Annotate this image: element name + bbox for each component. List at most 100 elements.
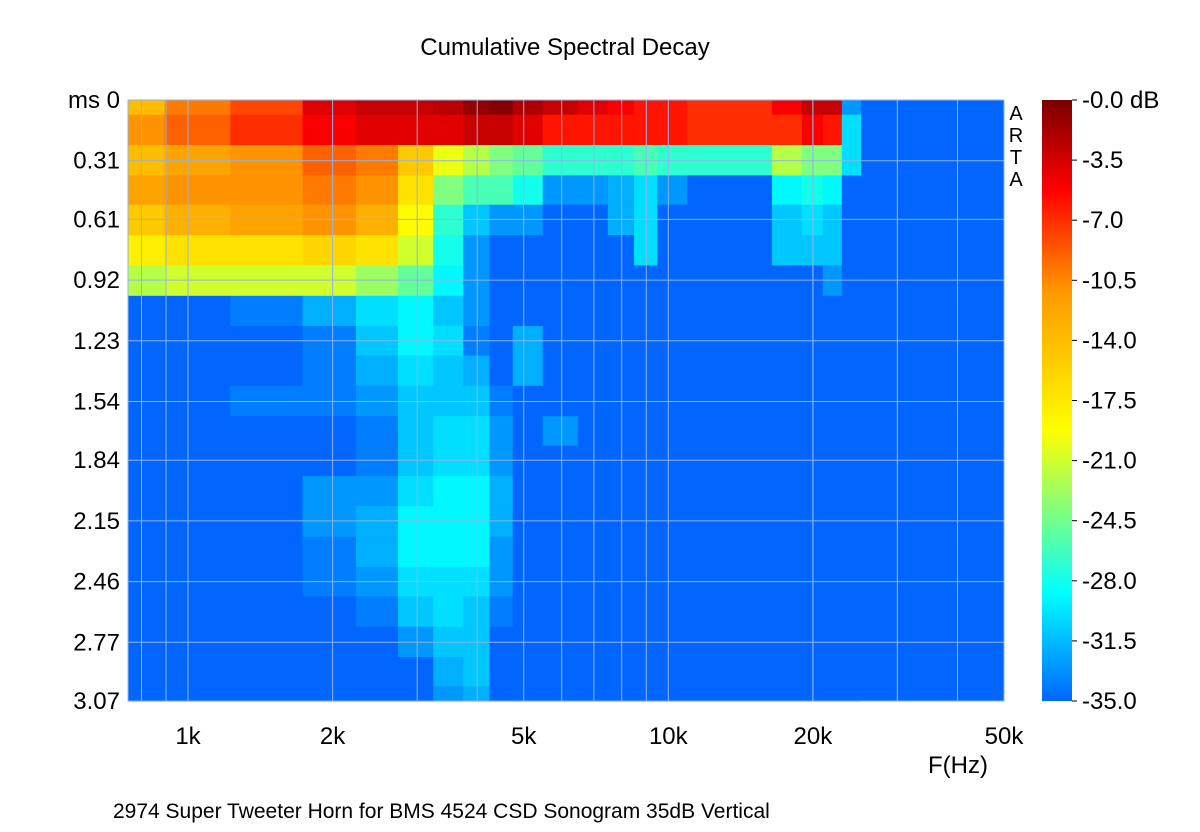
heatmap-cell bbox=[355, 475, 399, 507]
heatmap-cell bbox=[841, 657, 862, 687]
colorbar-label: -28.0 bbox=[1082, 568, 1137, 595]
heatmap-cell bbox=[657, 265, 688, 297]
heatmap-cell bbox=[822, 536, 843, 568]
heatmap-cell bbox=[489, 596, 514, 628]
colorbar-label: -10.5 bbox=[1082, 267, 1137, 294]
heatmap-cell bbox=[433, 235, 464, 266]
heatmap-cell bbox=[841, 175, 862, 206]
heatmap-cell bbox=[822, 204, 843, 236]
heatmap-cell bbox=[512, 265, 544, 297]
heatmap-cell bbox=[433, 506, 464, 538]
heatmap-cell bbox=[607, 355, 635, 387]
heatmap-cell bbox=[542, 475, 579, 507]
heatmap-cell bbox=[489, 265, 514, 297]
heatmap-cell bbox=[355, 686, 399, 702]
heatmap-cell bbox=[433, 265, 464, 297]
heatmap-cell bbox=[433, 416, 464, 447]
heatmap-cell bbox=[489, 657, 514, 687]
heatmap-cell bbox=[302, 355, 357, 387]
heatmap-cell bbox=[577, 686, 609, 702]
heatmap-cell bbox=[729, 204, 773, 236]
heatmap-cells bbox=[128, 100, 862, 702]
heatmap-cell bbox=[607, 657, 635, 687]
heatmap-cell bbox=[302, 100, 357, 116]
heatmap-cell bbox=[771, 657, 803, 687]
heatmap-cell bbox=[463, 416, 490, 447]
watermark-letter: R bbox=[1008, 125, 1024, 147]
heatmap-cell bbox=[542, 265, 579, 297]
heatmap-cell bbox=[164, 596, 231, 628]
heatmap-cell bbox=[355, 536, 399, 568]
heatmap-cell bbox=[729, 686, 773, 702]
colorbar-label: -21.0 bbox=[1082, 448, 1137, 475]
heatmap-cell bbox=[841, 445, 862, 477]
heatmap-cell bbox=[657, 235, 688, 266]
heatmap-cell bbox=[164, 204, 231, 236]
heatmap-cell bbox=[489, 204, 514, 236]
heatmap-cell bbox=[463, 100, 490, 116]
heatmap-cell bbox=[687, 265, 731, 297]
heatmap-cell bbox=[841, 506, 862, 538]
heatmap-cell bbox=[657, 100, 688, 116]
x-tick-label: 20k bbox=[794, 723, 834, 750]
y-tick-label: 2.46 bbox=[73, 569, 120, 596]
colorbar-label: -35.0 bbox=[1082, 688, 1137, 715]
heatmap-cell bbox=[128, 506, 166, 538]
heatmap-cell bbox=[607, 596, 635, 628]
heatmap-cell bbox=[230, 175, 304, 206]
heatmap-cell bbox=[128, 416, 166, 447]
heatmap-cell bbox=[230, 416, 304, 447]
x-tick-label: 2k bbox=[320, 723, 346, 750]
heatmap-cell bbox=[771, 536, 803, 568]
heatmap-cell bbox=[230, 657, 304, 687]
heatmap-cell bbox=[607, 475, 635, 507]
heatmap-cell bbox=[128, 355, 166, 387]
heatmap-cell bbox=[398, 686, 434, 702]
heatmap-cell bbox=[512, 445, 544, 477]
heatmap-cell bbox=[771, 686, 803, 702]
heatmap-cell bbox=[230, 506, 304, 538]
heatmap-cell bbox=[607, 295, 635, 327]
watermark-letter: T bbox=[1009, 147, 1023, 169]
heatmap-cell bbox=[687, 114, 731, 146]
heatmap-cell bbox=[822, 686, 843, 702]
heatmap-cell bbox=[657, 657, 688, 687]
heatmap-cell bbox=[433, 100, 464, 116]
heatmap-cell bbox=[128, 536, 166, 568]
heatmap-cell bbox=[302, 596, 357, 628]
heatmap-cell bbox=[841, 596, 862, 628]
heatmap-cell bbox=[512, 536, 544, 568]
heatmap-cell bbox=[771, 475, 803, 507]
heatmap-cell bbox=[687, 506, 731, 538]
heatmap-cell bbox=[687, 355, 731, 387]
heatmap-cell bbox=[607, 100, 635, 116]
heatmap-cell bbox=[512, 355, 544, 387]
heatmap-cell bbox=[607, 686, 635, 702]
heatmap-cell bbox=[822, 265, 843, 297]
heatmap-cell bbox=[771, 100, 803, 116]
heatmap-cell bbox=[355, 596, 399, 628]
heatmap-cell bbox=[577, 445, 609, 477]
heatmap-cell bbox=[729, 235, 773, 266]
heatmap-cell bbox=[489, 506, 514, 538]
heatmap-cell bbox=[230, 114, 304, 146]
heatmap-cell bbox=[489, 445, 514, 477]
heatmap-cell bbox=[433, 445, 464, 477]
heatmap-cell bbox=[128, 475, 166, 507]
heatmap-cell bbox=[489, 536, 514, 568]
heatmap-cell bbox=[687, 475, 731, 507]
y-tick-label: 1.54 bbox=[73, 389, 120, 416]
y-tick-label: 3.07 bbox=[73, 688, 120, 715]
heatmap-cell bbox=[841, 295, 862, 327]
heatmap-cell bbox=[729, 445, 773, 477]
heatmap-cell bbox=[128, 657, 166, 687]
heatmap-cell bbox=[489, 416, 514, 447]
heatmap-cell bbox=[822, 657, 843, 687]
heatmap-cell bbox=[489, 686, 514, 702]
heatmap-cell bbox=[542, 445, 579, 477]
heatmap-cell bbox=[729, 506, 773, 538]
heatmap-cell bbox=[355, 175, 399, 206]
heatmap-cell bbox=[771, 295, 803, 327]
heatmap-cell bbox=[577, 506, 609, 538]
